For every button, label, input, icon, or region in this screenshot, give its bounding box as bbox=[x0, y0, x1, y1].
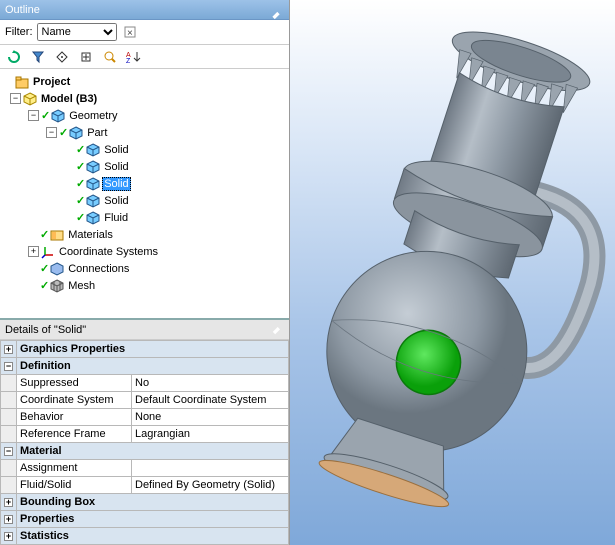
tree-part[interactable]: − ✓ Part bbox=[2, 124, 287, 141]
tree-solid[interactable]: ✓ Solid bbox=[2, 192, 287, 209]
materials-icon bbox=[50, 228, 64, 242]
details-title: Details of "Solid" bbox=[5, 324, 86, 336]
check-icon: ✓ bbox=[40, 262, 49, 275]
tree-project[interactable]: Project bbox=[2, 73, 287, 90]
outline-toolbar: AZ bbox=[0, 45, 289, 69]
pin-icon[interactable] bbox=[274, 5, 284, 15]
tree-label: Part bbox=[85, 127, 109, 139]
details-row[interactable]: BehaviorNone bbox=[1, 409, 289, 426]
filter-icon[interactable] bbox=[29, 48, 47, 66]
tree-coord[interactable]: + Coordinate Systems bbox=[2, 243, 287, 260]
expand-icon[interactable]: + bbox=[4, 532, 13, 541]
tree-geometry[interactable]: − ✓ Geometry bbox=[2, 107, 287, 124]
tree-fluid[interactable]: ✓ Fluid bbox=[2, 209, 287, 226]
left-panel: Outline Filter: Name × AZ bbox=[0, 0, 290, 545]
tree-label: Solid bbox=[102, 177, 130, 191]
tree-label: Solid bbox=[102, 161, 130, 173]
project-icon bbox=[15, 75, 29, 89]
connections-icon bbox=[50, 262, 64, 276]
filter-row: Filter: Name × bbox=[0, 20, 289, 45]
tree-label: Mesh bbox=[66, 280, 97, 292]
3d-viewport[interactable] bbox=[290, 0, 615, 545]
mesh-icon bbox=[50, 279, 64, 293]
check-icon: ✓ bbox=[40, 279, 49, 292]
check-icon: ✓ bbox=[76, 211, 85, 224]
details-group[interactable]: +Graphics Properties bbox=[1, 341, 289, 358]
solid-icon bbox=[86, 160, 100, 174]
expand-icon[interactable]: + bbox=[4, 345, 13, 354]
check-icon: ✓ bbox=[41, 109, 50, 122]
pin-icon[interactable] bbox=[274, 325, 284, 335]
check-icon: ✓ bbox=[40, 228, 49, 241]
details-group[interactable]: +Statistics bbox=[1, 528, 289, 545]
tree-model[interactable]: − Model (B3) bbox=[2, 90, 287, 107]
details-group[interactable]: +Bounding Box bbox=[1, 494, 289, 511]
part-icon bbox=[69, 126, 83, 140]
details-row[interactable]: Assignment bbox=[1, 460, 289, 477]
check-icon: ✓ bbox=[76, 160, 85, 173]
check-icon: ✓ bbox=[76, 177, 85, 190]
outline-title-bar: Outline bbox=[0, 0, 289, 20]
geometry-icon bbox=[51, 109, 65, 123]
tree-label: Model (B3) bbox=[39, 93, 99, 105]
filter-select[interactable]: Name bbox=[37, 23, 117, 41]
check-icon: ✓ bbox=[76, 143, 85, 156]
tree-label: Solid bbox=[102, 195, 130, 207]
tree-solid[interactable]: ✓ Solid bbox=[2, 158, 287, 175]
filter-label: Filter: bbox=[5, 26, 33, 38]
refresh-icon[interactable] bbox=[5, 48, 23, 66]
tag-icon[interactable] bbox=[53, 48, 71, 66]
details-grid: +Graphics Properties −Definition Suppres… bbox=[0, 340, 289, 545]
tree-label: Project bbox=[31, 76, 72, 88]
model-icon bbox=[23, 92, 37, 106]
details-group[interactable]: +Properties bbox=[1, 511, 289, 528]
filter-clear-icon[interactable]: × bbox=[121, 23, 139, 41]
tree-label: Materials bbox=[66, 229, 115, 241]
sort-icon[interactable]: AZ bbox=[125, 48, 143, 66]
expand-icon[interactable] bbox=[77, 48, 95, 66]
expand-icon[interactable]: − bbox=[4, 362, 13, 371]
svg-text:×: × bbox=[127, 28, 133, 39]
tree-label: Coordinate Systems bbox=[57, 246, 160, 258]
expander-icon[interactable]: + bbox=[28, 246, 39, 257]
tree-solid-selected[interactable]: ✓ Solid bbox=[2, 175, 287, 192]
outline-tree[interactable]: Project − Model (B3) − ✓ Geometry − ✓ Pa… bbox=[0, 69, 289, 318]
outline-title: Outline bbox=[5, 0, 40, 20]
expand-icon[interactable]: − bbox=[4, 447, 13, 456]
details-row[interactable]: Reference FrameLagrangian bbox=[1, 426, 289, 443]
details-row[interactable]: Fluid/SolidDefined By Geometry (Solid) bbox=[1, 477, 289, 494]
details-title-bar: Details of "Solid" bbox=[0, 318, 289, 340]
tree-solid[interactable]: ✓ Solid bbox=[2, 141, 287, 158]
details-group[interactable]: −Definition bbox=[1, 358, 289, 375]
tree-label: Solid bbox=[102, 144, 130, 156]
expander-icon[interactable]: − bbox=[28, 110, 39, 121]
expand-icon[interactable]: + bbox=[4, 498, 13, 507]
tree-label: Connections bbox=[66, 263, 131, 275]
expand-icon[interactable]: + bbox=[4, 515, 13, 524]
svg-text:Z: Z bbox=[126, 58, 131, 64]
expander-icon[interactable]: − bbox=[10, 93, 21, 104]
details-row[interactable]: Coordinate SystemDefault Coordinate Syst… bbox=[1, 392, 289, 409]
tree-connections[interactable]: ✓ Connections bbox=[2, 260, 287, 277]
solid-icon bbox=[86, 143, 100, 157]
search-icon[interactable] bbox=[101, 48, 119, 66]
fluid-icon bbox=[86, 211, 100, 225]
expander-icon[interactable]: − bbox=[46, 127, 57, 138]
details-group[interactable]: −Material bbox=[1, 443, 289, 460]
solid-icon bbox=[86, 177, 100, 191]
check-icon: ✓ bbox=[59, 126, 68, 139]
tree-materials[interactable]: ✓ Materials bbox=[2, 226, 287, 243]
tree-label: Geometry bbox=[67, 110, 119, 122]
coord-icon bbox=[41, 245, 55, 259]
tree-mesh[interactable]: ✓ Mesh bbox=[2, 277, 287, 294]
solid-icon bbox=[86, 194, 100, 208]
tree-label: Fluid bbox=[102, 212, 130, 224]
details-row[interactable]: SuppressedNo bbox=[1, 375, 289, 392]
model-render bbox=[290, 0, 615, 545]
check-icon: ✓ bbox=[76, 194, 85, 207]
